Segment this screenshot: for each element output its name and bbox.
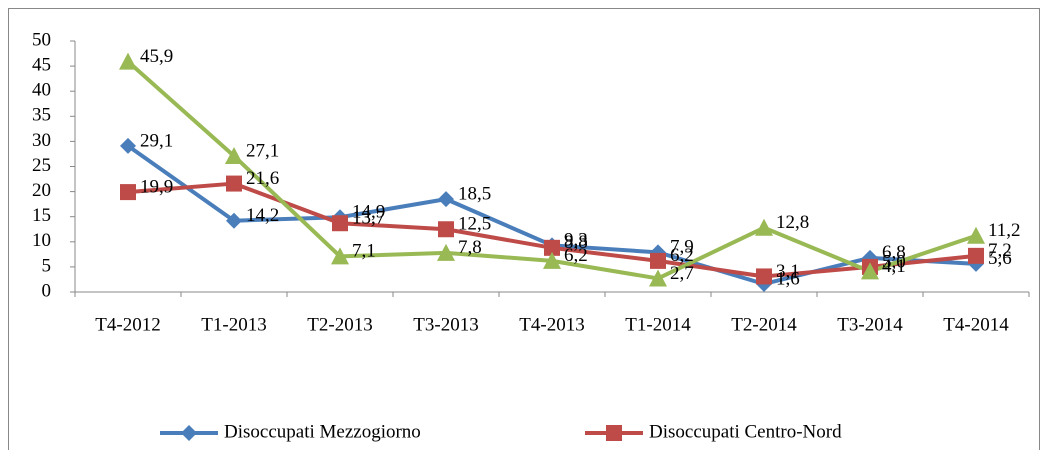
marker bbox=[438, 191, 454, 208]
data-label: 7,9 bbox=[670, 237, 694, 258]
x-tick-label: T1-2013 bbox=[201, 314, 266, 335]
data-label: 13,7 bbox=[352, 208, 385, 229]
data-label: 18,5 bbox=[458, 183, 491, 204]
data-label: 1,6 bbox=[776, 268, 800, 289]
marker bbox=[967, 226, 985, 244]
data-label: 27,1 bbox=[246, 140, 279, 161]
data-label: 19,9 bbox=[140, 176, 173, 197]
x-tick-label: T3-2013 bbox=[413, 314, 478, 335]
x-tick-label: T4-2014 bbox=[943, 314, 1009, 335]
marker bbox=[331, 247, 349, 265]
data-label: 5,6 bbox=[988, 248, 1012, 269]
y-tick-label: 40 bbox=[32, 80, 51, 101]
chart-frame bbox=[8, 8, 1040, 450]
marker bbox=[756, 268, 772, 285]
marker bbox=[649, 269, 667, 287]
data-label: 12,5 bbox=[458, 214, 491, 235]
data-label: 3,1 bbox=[776, 261, 800, 282]
y-tick-label: 0 bbox=[42, 280, 52, 301]
data-label: 7,2 bbox=[988, 240, 1012, 261]
marker bbox=[225, 146, 243, 164]
marker bbox=[606, 425, 622, 441]
x-tick-label: T2-2013 bbox=[307, 314, 372, 335]
data-label: 14,9 bbox=[352, 202, 385, 223]
y-tick-label: 15 bbox=[32, 205, 51, 226]
y-tick-label: 10 bbox=[32, 230, 51, 251]
x-tick-label: T1-2014 bbox=[625, 314, 691, 335]
marker bbox=[332, 215, 348, 232]
data-label: 6,8 bbox=[882, 242, 906, 263]
y-tick-label: 45 bbox=[32, 54, 51, 75]
data-label: 6,2 bbox=[670, 245, 694, 266]
data-label: 4,1 bbox=[882, 256, 906, 277]
marker bbox=[119, 52, 137, 70]
data-label: 29,1 bbox=[140, 130, 173, 151]
x-tick-label: T4-2013 bbox=[519, 314, 584, 335]
marker bbox=[120, 184, 136, 201]
data-label: 5,0 bbox=[882, 251, 906, 272]
legend-label: Disoccupati Mezzogiorno bbox=[224, 421, 421, 442]
marker bbox=[544, 239, 560, 256]
data-label: 2,7 bbox=[670, 263, 694, 284]
marker bbox=[437, 243, 455, 261]
y-tick-label: 50 bbox=[32, 29, 51, 50]
marker bbox=[650, 252, 666, 269]
y-tick-label: 25 bbox=[32, 155, 51, 176]
y-tick-label: 35 bbox=[32, 105, 51, 126]
marker bbox=[226, 175, 242, 192]
data-label: 7,8 bbox=[458, 237, 482, 258]
legend-label: Disoccupati Centro-Nord bbox=[649, 421, 842, 442]
data-label: 21,6 bbox=[246, 168, 279, 189]
marker bbox=[650, 244, 666, 261]
x-tick-label: T3-2014 bbox=[837, 314, 903, 335]
data-label: 8,8 bbox=[564, 232, 588, 253]
data-label: 12,8 bbox=[776, 212, 809, 233]
marker bbox=[861, 262, 879, 280]
x-tick-label: T4-2012 bbox=[95, 314, 160, 335]
marker bbox=[438, 221, 454, 238]
marker bbox=[968, 247, 984, 264]
x-tick-label: T2-2014 bbox=[731, 314, 797, 335]
data-label: 9,3 bbox=[564, 230, 588, 251]
marker bbox=[543, 251, 561, 269]
y-tick-label: 5 bbox=[42, 255, 52, 276]
data-label: 7,1 bbox=[352, 241, 376, 262]
marker bbox=[120, 137, 136, 154]
marker bbox=[755, 218, 773, 236]
data-label: 6,2 bbox=[564, 245, 588, 266]
data-label: 14,2 bbox=[246, 205, 279, 226]
data-label: 11,2 bbox=[988, 220, 1021, 241]
data-label: 45,9 bbox=[140, 46, 173, 67]
y-tick-label: 30 bbox=[32, 130, 51, 151]
marker bbox=[226, 212, 242, 229]
marker bbox=[181, 425, 197, 441]
y-tick-label: 20 bbox=[32, 180, 51, 201]
